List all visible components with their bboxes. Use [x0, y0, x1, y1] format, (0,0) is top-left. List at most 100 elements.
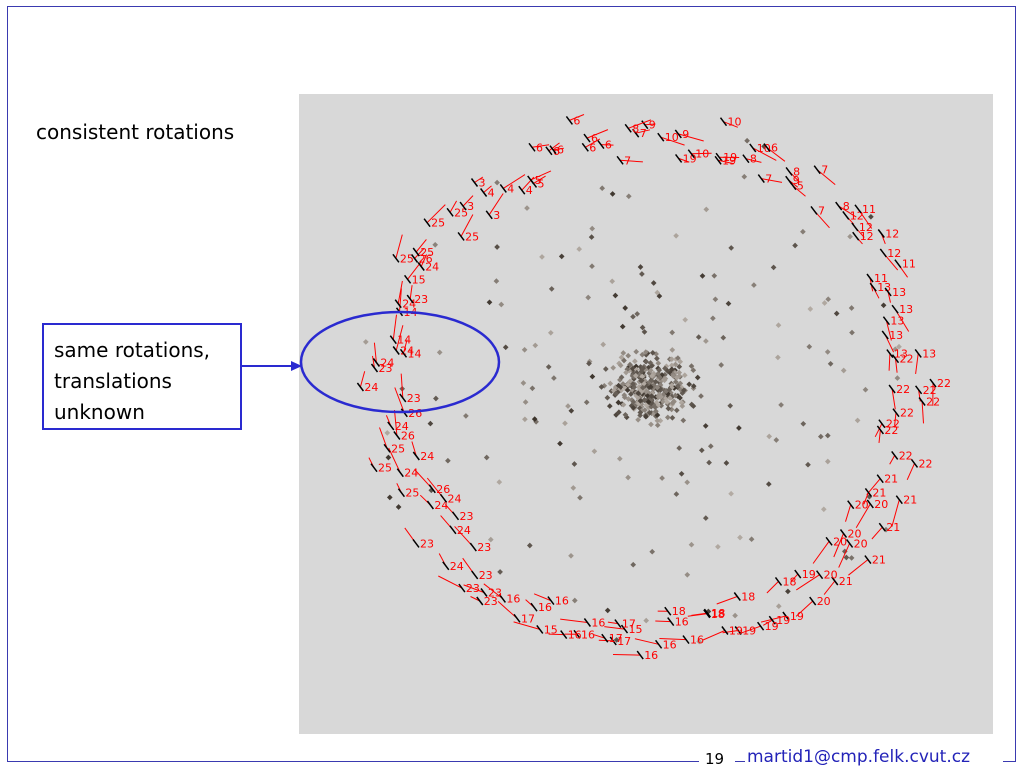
- camera-label: 11: [902, 258, 916, 271]
- camera-label: 6: [771, 142, 778, 155]
- point-cloud-dot: [617, 362, 624, 369]
- point-cloud-dot: [558, 253, 565, 260]
- point-cloud-dot: [800, 420, 807, 427]
- point-cloud-dot: [433, 395, 439, 402]
- point-cloud-dot: [583, 399, 590, 406]
- camera-marker: 15: [604, 623, 643, 636]
- camera-label: 14: [397, 334, 411, 347]
- point-cloud-dot: [662, 375, 669, 382]
- point-cloud-dot: [637, 264, 644, 270]
- camera-label: 11: [874, 272, 888, 285]
- point-cloud-dot: [463, 413, 469, 419]
- point-cloud-dot: [820, 506, 827, 513]
- point-cloud-dot: [591, 448, 598, 455]
- camera-marker: 20: [845, 499, 869, 522]
- camera-marker: 22: [889, 449, 913, 465]
- reconstruction-figure: 9 10 19 9 10 10 19 19 8 10 6 7 9 8 5 7 7 8 12 11 12 12 12 12 11 1…: [299, 94, 993, 734]
- point-cloud-dot: [737, 534, 743, 541]
- point-cloud-dot: [648, 393, 655, 399]
- point-cloud-dot: [690, 383, 697, 389]
- camera-marker: 6: [545, 142, 560, 158]
- point-cloud-dot: [676, 369, 683, 376]
- camera-marker: 24: [419, 494, 448, 512]
- camera-label: 9: [649, 119, 656, 132]
- camera-label: 5: [538, 177, 545, 190]
- camera-marker: 20: [812, 535, 847, 564]
- camera-label: 22: [923, 384, 937, 397]
- camera-marker: 25: [412, 239, 434, 259]
- point-cloud-dot: [648, 421, 654, 428]
- camera-marker: 21: [848, 554, 886, 576]
- point-cloud-dot: [673, 374, 680, 381]
- point-cloud-dot: [635, 390, 642, 397]
- point-cloud-dot: [634, 311, 641, 317]
- camera-label: 3: [493, 209, 500, 222]
- point-cloud-dot: [599, 185, 606, 192]
- point-cloud-dot: [800, 228, 806, 235]
- point-cloud-dot: [702, 423, 709, 429]
- point-cloud-dot: [848, 555, 855, 561]
- camera-marker: 22: [891, 353, 914, 373]
- camera-label: 22: [884, 424, 898, 437]
- callout-box: same rotations, translations unknown: [42, 323, 242, 430]
- camera-marker: 13: [881, 329, 903, 353]
- point-cloud-dot: [620, 381, 626, 387]
- camera-marker: 20: [796, 569, 838, 591]
- camera-label: 19: [776, 614, 790, 627]
- point-cloud-dot: [571, 597, 578, 604]
- point-cloud-dot: [577, 494, 583, 501]
- camera-label: 16: [555, 595, 569, 608]
- camera-label: 6: [591, 132, 598, 145]
- camera-label: 23: [479, 569, 493, 582]
- point-cloud-dot: [684, 571, 691, 578]
- callout-line-3: unknown: [54, 400, 145, 424]
- camera-label: 21: [884, 473, 898, 486]
- point-cloud-dot: [843, 554, 850, 561]
- point-cloud-dot: [894, 375, 901, 381]
- point-cloud-dot: [672, 392, 679, 399]
- point-cloud-dot: [676, 445, 683, 451]
- point-cloud-dot: [673, 232, 679, 239]
- point-cloud-dot: [494, 244, 500, 250]
- camera-label: 19: [723, 151, 737, 164]
- point-cloud-dot: [609, 191, 616, 197]
- point-cloud-dot: [698, 393, 704, 399]
- camera-label: 17: [617, 635, 631, 648]
- point-cloud-dot: [622, 411, 629, 418]
- footer-rule-end: [1003, 761, 1016, 762]
- camera-marker: 22: [876, 424, 898, 443]
- point-cloud-dot: [880, 302, 887, 309]
- camera-label: 19: [765, 620, 779, 633]
- camera-label: 7: [818, 204, 825, 217]
- camera-label: 23: [484, 595, 498, 608]
- camera-marker: 26: [410, 248, 433, 266]
- camera-label: 6: [605, 139, 612, 152]
- camera-label: 14: [408, 347, 422, 360]
- point-cloud-dot: [585, 294, 592, 301]
- camera-marker: 9: [674, 128, 704, 142]
- camera-label: 25: [378, 462, 392, 475]
- point-cloud-dot: [694, 374, 701, 381]
- point-cloud-dot: [589, 225, 596, 232]
- camera-marker: 18: [766, 575, 797, 594]
- point-cloud-dot: [712, 296, 719, 303]
- point-cloud-dot: [384, 430, 391, 436]
- camera-label: 22: [896, 383, 910, 396]
- camera-marker: 16: [533, 593, 569, 608]
- camera-marker: 16: [560, 617, 605, 630]
- camera-label: 24: [450, 560, 464, 573]
- point-cloud-dot: [824, 349, 831, 355]
- point-cloud-dot: [630, 404, 637, 411]
- camera-label: 20: [855, 499, 869, 512]
- camera-marker: 18: [716, 591, 755, 605]
- camera-label: 20: [824, 569, 838, 582]
- point-cloud-dot: [618, 354, 625, 361]
- camera-label: 4: [488, 187, 495, 200]
- point-cloud-dot: [362, 339, 369, 345]
- camera-label: 13: [922, 347, 936, 360]
- camera-marker: 13: [884, 286, 906, 303]
- camera-label: 22: [900, 407, 914, 420]
- camera-marker: 25: [379, 427, 405, 455]
- point-cloud-dot: [667, 395, 673, 401]
- point-cloud-dot: [551, 375, 557, 381]
